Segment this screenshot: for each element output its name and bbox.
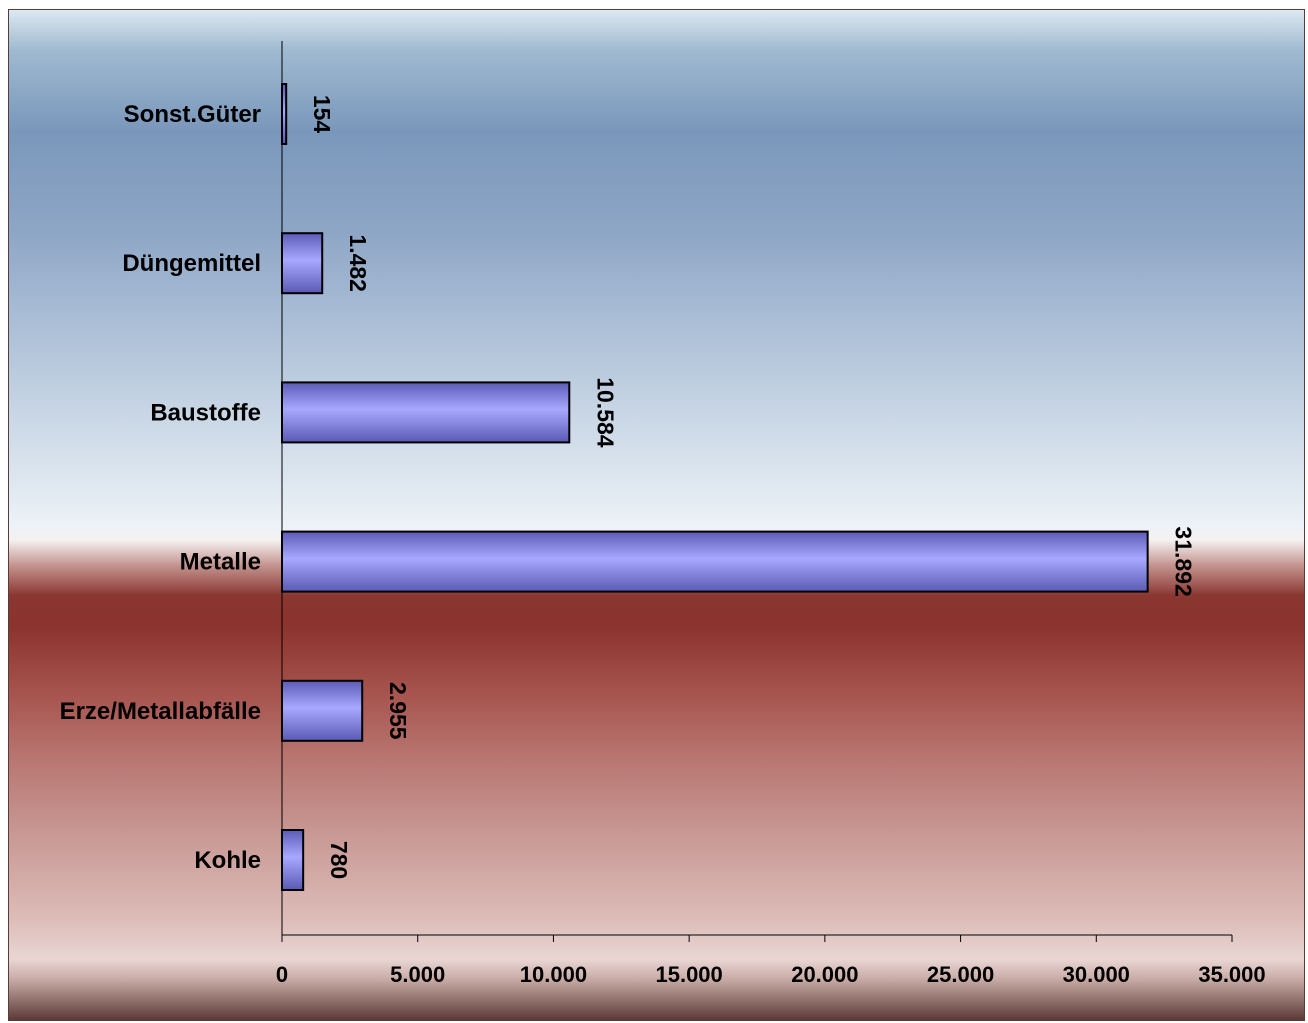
bar xyxy=(281,679,364,742)
category-label: Metalle xyxy=(180,549,261,576)
x-tick-label: 10.000 xyxy=(520,962,587,987)
bar xyxy=(281,829,305,891)
x-tick-label: 25.000 xyxy=(927,962,994,987)
x-tick-label: 15.000 xyxy=(655,962,722,987)
bar xyxy=(281,381,571,444)
x-tick-label: 30.000 xyxy=(1063,962,1130,987)
bar xyxy=(281,232,324,295)
x-axis-ticks: 0 5.000 10.000 15.000 20.000 25.000 30.000 35.0… xyxy=(276,935,1266,987)
axes xyxy=(281,41,1232,936)
category-label: Kohle xyxy=(194,847,261,874)
category-label: Sonst.Güter xyxy=(124,101,261,128)
x-tick-label: 5.000 xyxy=(390,962,445,987)
category-label: Baustoffe xyxy=(150,399,261,426)
category-label: Erze/Metallabfälle xyxy=(60,698,261,725)
chart-frame: Sonst.Güter Düngemittel Baustoffe Metalle Er… xyxy=(8,9,1305,1021)
bar xyxy=(281,530,1149,593)
bar-chart: Sonst.Güter Düngemittel Baustoffe Metalle Er… xyxy=(60,41,1266,987)
bar xyxy=(281,83,288,145)
x-tick-label: 35.000 xyxy=(1198,962,1265,987)
value-label: 780 xyxy=(326,841,352,879)
category-label: Düngemittel xyxy=(122,250,261,277)
value-label: 154 xyxy=(309,95,335,134)
value-label: 2.955 xyxy=(385,682,411,740)
x-tick-label: 0 xyxy=(276,962,288,987)
value-label: 10.584 xyxy=(592,377,618,448)
value-label: 31.892 xyxy=(1171,526,1197,596)
value-labels: 154 1.482 10.584 31.892 2.955 780 xyxy=(309,95,1196,879)
value-label: 1.482 xyxy=(345,234,371,292)
bars-group xyxy=(281,83,1149,891)
category-labels: Sonst.Güter Düngemittel Baustoffe Metalle Er… xyxy=(60,101,261,874)
x-tick-label: 20.000 xyxy=(791,962,858,987)
